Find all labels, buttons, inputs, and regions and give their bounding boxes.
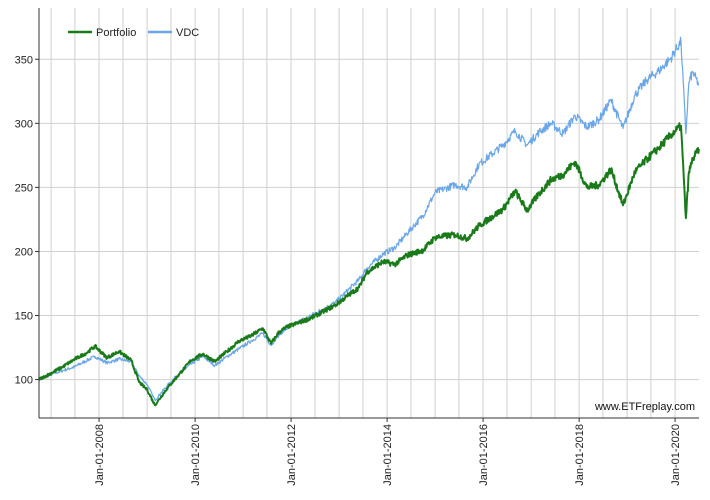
horizontal-gridlines [39,58,699,381]
x-tick-label: Jan-01-2012 [286,424,298,486]
watermark-text: www.ETFreplay.com [594,401,695,413]
legend-label-portfolio: Portfolio [96,27,136,39]
y-tick-label: 200 [15,246,33,258]
x-tick-label: Jan-01-2020 [670,424,682,486]
legend: Portfolio VDC [68,27,199,39]
x-tick-label: Jan-01-2018 [574,424,586,486]
x-tick-label: Jan-01-2008 [94,424,106,486]
y-tick-label: 300 [15,118,33,130]
x-tick-label: Jan-01-2014 [382,424,394,486]
y-tick-label: 100 [15,375,33,387]
x-tick-label: Jan-01-2016 [478,424,490,486]
y-tick-label: 150 [15,311,33,323]
vertical-gridlines [50,8,676,418]
series-line-vdc [38,36,700,402]
series-line-portfolio [38,122,700,407]
x-tick-label: Jan-01-2010 [190,424,202,486]
series-layer [38,36,700,407]
y-tick-labels: 100 150 200 250 300 350 [15,54,39,387]
y-tick-label: 350 [15,54,33,66]
x-tick-labels: Jan-01-2008 Jan-01-2010 Jan-01-2012 Jan-01-… [94,418,682,486]
y-tick-label: 250 [15,182,33,194]
legend-label-vdc: VDC [176,27,199,39]
